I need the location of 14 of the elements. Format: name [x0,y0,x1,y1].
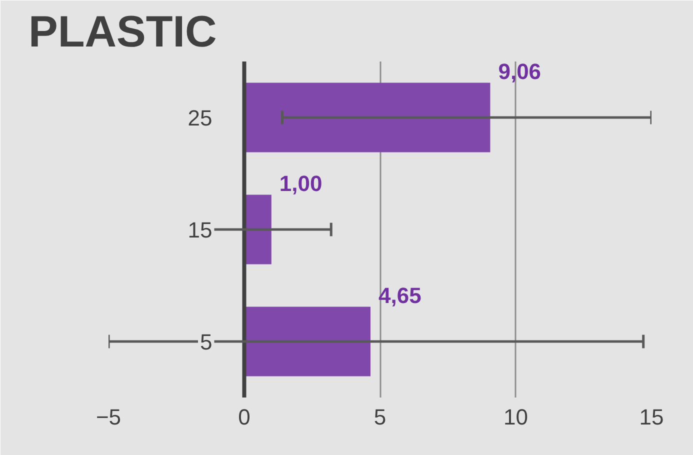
y-tick-label: 25 [188,106,212,130]
bar [244,306,370,376]
x-tick-label: 0 [238,404,250,430]
data-label: 4,65 [378,282,422,308]
x-tick-label: −5 [96,404,122,430]
x-tick-label: 5 [374,404,386,430]
data-label: 9,06 [498,58,542,84]
bar [244,82,490,152]
y-tick-label: 5 [200,330,212,354]
x-tick-label: 10 [504,404,528,430]
x-tick-label: 15 [639,404,664,430]
data-label: 1,00 [279,170,322,196]
chart-title: PLASTIC [28,8,217,56]
y-tick-label: 15 [188,218,212,242]
